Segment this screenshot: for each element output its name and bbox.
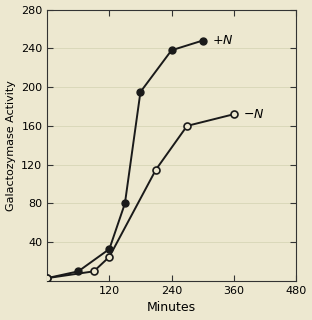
- Text: $+N$: $+N$: [212, 34, 233, 47]
- X-axis label: Minutes: Minutes: [147, 301, 196, 315]
- Y-axis label: Galactozymase Activity: Galactozymase Activity: [6, 80, 16, 211]
- Text: $-N$: $-N$: [243, 108, 265, 121]
